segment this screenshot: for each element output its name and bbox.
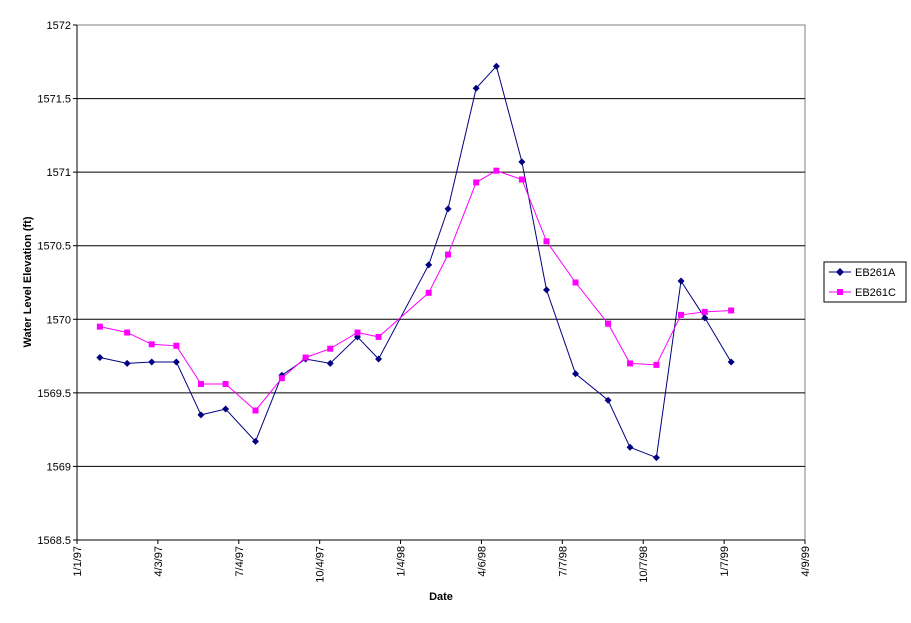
data-point <box>701 308 708 315</box>
x-tick-label: 4/3/97 <box>153 546 165 577</box>
data-point <box>96 354 104 362</box>
data-point <box>425 289 432 296</box>
x-axis: 1/1/97 4/3/97 7/4/97 10/4/97 1/4/98 4/6/98 7/7… <box>72 539 812 583</box>
data-point <box>444 205 452 213</box>
x-tick-label: 10/7/98 <box>638 546 650 583</box>
data-point <box>604 396 612 404</box>
data-point <box>302 354 309 361</box>
legend-box <box>823 261 907 303</box>
y-axis-title: Water Level Elevation (ft) <box>22 216 34 347</box>
data-point <box>518 176 525 183</box>
series-layer <box>96 62 735 462</box>
y-tick-label: 1571 <box>47 167 71 179</box>
data-point <box>677 277 685 285</box>
data-point <box>493 167 500 174</box>
y-tick-label: 1571.5 <box>37 94 71 106</box>
y-axis: 1568.5 1569 1569.5 1570 1570.5 1571 1571.5 1572 <box>37 20 78 547</box>
data-point <box>627 360 634 367</box>
data-point <box>518 158 526 166</box>
data-point <box>252 407 259 414</box>
data-point <box>278 375 285 382</box>
data-point <box>251 437 259 445</box>
x-tick-label: 1/7/99 <box>719 546 731 577</box>
data-point <box>327 345 334 352</box>
data-point <box>543 286 551 294</box>
data-point <box>605 320 612 327</box>
data-point <box>728 307 735 314</box>
data-point <box>572 370 580 378</box>
x-tick-label: 4/6/98 <box>476 546 488 577</box>
x-tick-label: 10/4/97 <box>315 546 327 583</box>
data-point <box>701 314 709 322</box>
y-tick-label: 1569 <box>47 461 71 473</box>
data-point <box>473 179 480 186</box>
y-tick-label: 1570.5 <box>37 241 71 253</box>
data-point <box>472 84 480 92</box>
data-point <box>375 355 383 363</box>
data-point <box>354 329 361 336</box>
data-point <box>124 329 131 336</box>
legend-marker-eb261a <box>836 268 844 276</box>
data-point <box>425 261 433 269</box>
data-point <box>96 323 103 330</box>
data-point <box>123 359 131 367</box>
data-point <box>148 341 155 348</box>
series-eb261c <box>96 167 735 414</box>
x-tick-label: 1/1/97 <box>72 546 84 577</box>
legend: EB261A EB261C <box>823 261 907 303</box>
legend-label-eb261a: EB261A <box>855 267 896 279</box>
x-tick-label: 7/7/98 <box>557 546 569 577</box>
data-point <box>222 381 229 388</box>
data-point <box>543 238 550 245</box>
y-tick-label: 1570 <box>47 314 71 326</box>
data-point <box>172 358 180 366</box>
data-point <box>678 311 685 318</box>
x-tick-label: 4/9/99 <box>800 546 812 577</box>
data-point <box>727 358 735 366</box>
data-point <box>572 279 579 286</box>
data-point <box>197 411 205 419</box>
y-tick-label: 1569.5 <box>37 388 71 400</box>
x-tick-label: 1/4/98 <box>396 546 408 577</box>
legend-label-eb261c: EB261C <box>855 287 896 299</box>
gridlines <box>77 98 805 467</box>
data-point <box>173 342 180 349</box>
y-tick-label: 1572 <box>47 20 71 32</box>
y-tick-label: 1568.5 <box>37 535 71 547</box>
data-point <box>653 361 660 368</box>
legend-marker-eb261c <box>837 289 843 295</box>
data-point <box>326 359 334 367</box>
x-tick-label: 7/4/97 <box>234 546 246 577</box>
plot-area <box>76 24 806 541</box>
data-point <box>445 251 452 258</box>
data-point <box>626 443 634 451</box>
data-point <box>197 381 204 388</box>
data-point <box>148 358 156 366</box>
data-point <box>492 62 500 70</box>
data-point <box>652 454 660 462</box>
data-point <box>222 405 230 413</box>
x-axis-title: Date <box>429 591 453 603</box>
data-point <box>375 333 382 340</box>
